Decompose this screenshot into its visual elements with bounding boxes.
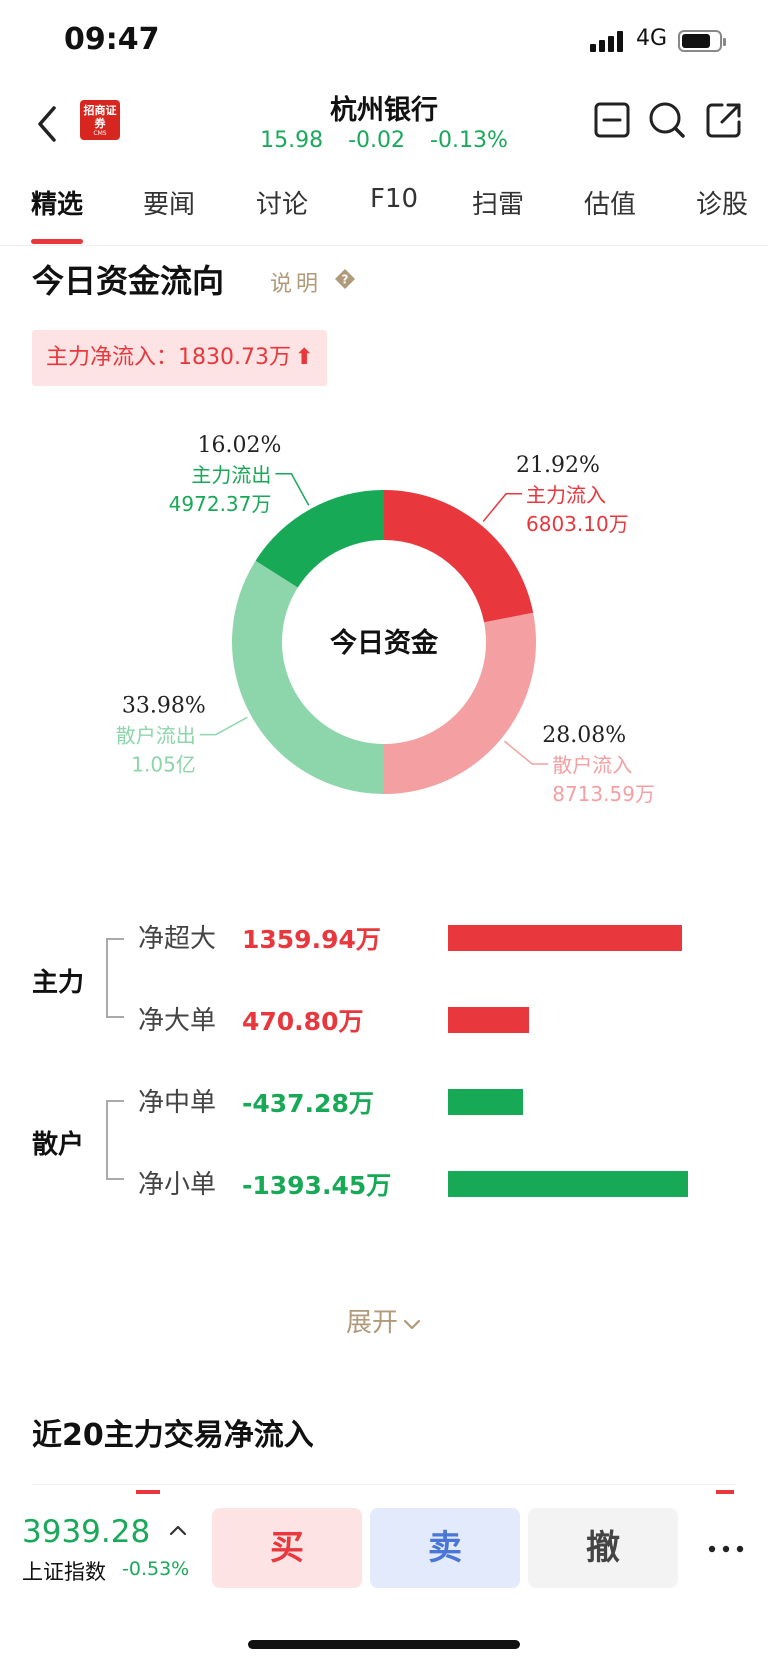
donut-slice: [255, 490, 384, 588]
flow-value: -1393.45万: [242, 1171, 392, 1200]
chart-peek-divider: [32, 1484, 736, 1485]
tab-bar: 精选 要闻 讨论 F10 扫雷 估值 诊股: [0, 176, 768, 246]
flow-breakdown: 主力 散户 净超大 1359.94万 净大单 470.80万 净中单 -437.…: [0, 900, 768, 1220]
retail-bracket: [106, 1100, 124, 1180]
chevron-up-icon[interactable]: [168, 1522, 188, 1538]
flow-row: 净中单 -437.28万: [0, 1082, 768, 1122]
buy-button[interactable]: 买: [212, 1508, 362, 1588]
signal-icon: [590, 30, 626, 52]
flow-bar: [448, 1007, 529, 1033]
donut-slice-name: 主力流出: [191, 463, 271, 487]
fund-flow-donut-chart: 今日资金 21.92% 主力流入 6803.10万 28.08% 散户流入 8713.59万…: [116, 433, 655, 806]
flow-label: 净大单: [138, 1006, 217, 1036]
expand-label: 展开: [345, 1308, 398, 1338]
net-inflow-badge: 主力净流入：1830.73万 ⬆: [32, 330, 328, 386]
chart-peek-bar: [716, 1490, 734, 1494]
flow-value: -437.28万: [242, 1089, 374, 1118]
donut-slice-percent: 33.98%: [122, 694, 206, 719]
flow-row: 净小单 -1393.45万: [0, 1164, 768, 1204]
status-time: 09:47: [64, 22, 160, 57]
broker-logo: 招商证券 CMS: [80, 100, 120, 140]
stock-change-pct: -0.13%: [430, 128, 508, 153]
group-label-main-force: 主力: [32, 968, 85, 998]
flow-bar: [448, 925, 682, 951]
donut-leader-line: [503, 740, 549, 765]
network-type: 4G: [636, 26, 668, 51]
donut-slice-amount: 6803.10万: [526, 512, 629, 536]
cancel-order-button[interactable]: 撤: [528, 1508, 678, 1588]
back-arrow-icon[interactable]: [30, 102, 66, 146]
index-name: 上证指数: [22, 1560, 106, 1584]
donut-slice: [384, 490, 534, 623]
donut-slice: [384, 612, 536, 794]
flow-bar: [448, 1171, 688, 1197]
share-icon[interactable]: [704, 100, 744, 140]
stock-name[interactable]: 杭州银行: [330, 95, 438, 126]
donut-leader-line: [275, 473, 310, 506]
tab-diagnosis[interactable]: 诊股: [696, 190, 749, 220]
flow-label: 净小单: [138, 1170, 217, 1200]
flow-row: 净大单 470.80万: [0, 1000, 768, 1040]
flow-bar: [448, 1089, 523, 1115]
index-change: -0.53%: [122, 1558, 190, 1580]
donut-slice-amount: 8713.59万: [552, 782, 655, 806]
up-arrow-icon: ⬆: [294, 345, 314, 370]
battery-icon: [678, 30, 726, 52]
search-icon[interactable]: [647, 100, 687, 140]
donut-slice-amount: 1.05亿: [131, 753, 196, 777]
main-force-bracket: [106, 938, 124, 1018]
donut-slice-name: 散户流入: [552, 753, 632, 777]
stock-header: 招商证券 CMS 杭州银行 15.98 -0.02 -0.13%: [0, 80, 768, 172]
donut-slice: [232, 560, 384, 794]
group-label-retail: 散户: [32, 1130, 85, 1160]
donut-slice-percent: 28.08%: [542, 723, 626, 748]
donut-slice-amount: 4972.37万: [169, 492, 272, 516]
help-icon[interactable]: ?: [334, 268, 356, 290]
flow-row: 净超大 1359.94万: [0, 918, 768, 958]
tab-featured[interactable]: 精选: [31, 190, 84, 220]
tab-risk-scan[interactable]: 扫雷: [472, 190, 525, 220]
chart-peek-bar: [136, 1490, 160, 1494]
logo-text: 招商证券: [83, 104, 117, 130]
donut-slice-percent: 16.02%: [198, 433, 282, 458]
tab-news[interactable]: 要闻: [143, 190, 196, 220]
explain-link[interactable]: 说明: [270, 272, 323, 297]
chevron-down-icon: [403, 1319, 421, 1329]
flow-value: 1359.94万: [242, 925, 381, 954]
tab-f10[interactable]: F10: [370, 184, 419, 214]
donut-slice-name: 主力流入: [526, 483, 606, 507]
tab-valuation[interactable]: 估值: [584, 190, 637, 220]
donut-leader-line: [199, 716, 248, 736]
home-indicator: [248, 1640, 520, 1649]
bottom-trade-bar: 3939.28 上证指数 -0.53% 买 卖 撤: [0, 1500, 768, 1600]
svg-text:?: ?: [342, 273, 349, 287]
active-tab-indicator: [31, 239, 83, 244]
tab-discussion[interactable]: 讨论: [256, 190, 309, 220]
expand-button[interactable]: 展开: [0, 1302, 768, 1339]
flow-label: 净超大: [138, 924, 217, 954]
flow-value: 470.80万: [242, 1007, 364, 1036]
donut-slice-percent: 21.92%: [516, 453, 600, 478]
quote-line: 15.98 -0.02 -0.13%: [0, 128, 768, 153]
flow-label: 净中单: [138, 1088, 217, 1118]
sell-button[interactable]: 卖: [370, 1508, 520, 1588]
more-icon[interactable]: [706, 1544, 746, 1554]
donut-slice-name: 散户流出: [116, 724, 196, 748]
stock-price: 15.98: [260, 128, 324, 153]
donut-center-label: 今日资金: [330, 627, 439, 659]
net-inflow-20-days-title: 近20主力交易净流入: [32, 1418, 314, 1453]
net-inflow-text: 主力净流入：1830.73万: [46, 345, 291, 370]
section-title: 今日资金流向: [32, 262, 225, 300]
logo-sub: CMS: [93, 130, 107, 137]
stock-change: -0.02: [348, 128, 406, 153]
remove-watchlist-icon[interactable]: [592, 100, 632, 140]
index-value[interactable]: 3939.28: [22, 1514, 151, 1550]
status-bar: 09:47 4G: [0, 0, 768, 80]
donut-leader-line: [482, 493, 523, 523]
